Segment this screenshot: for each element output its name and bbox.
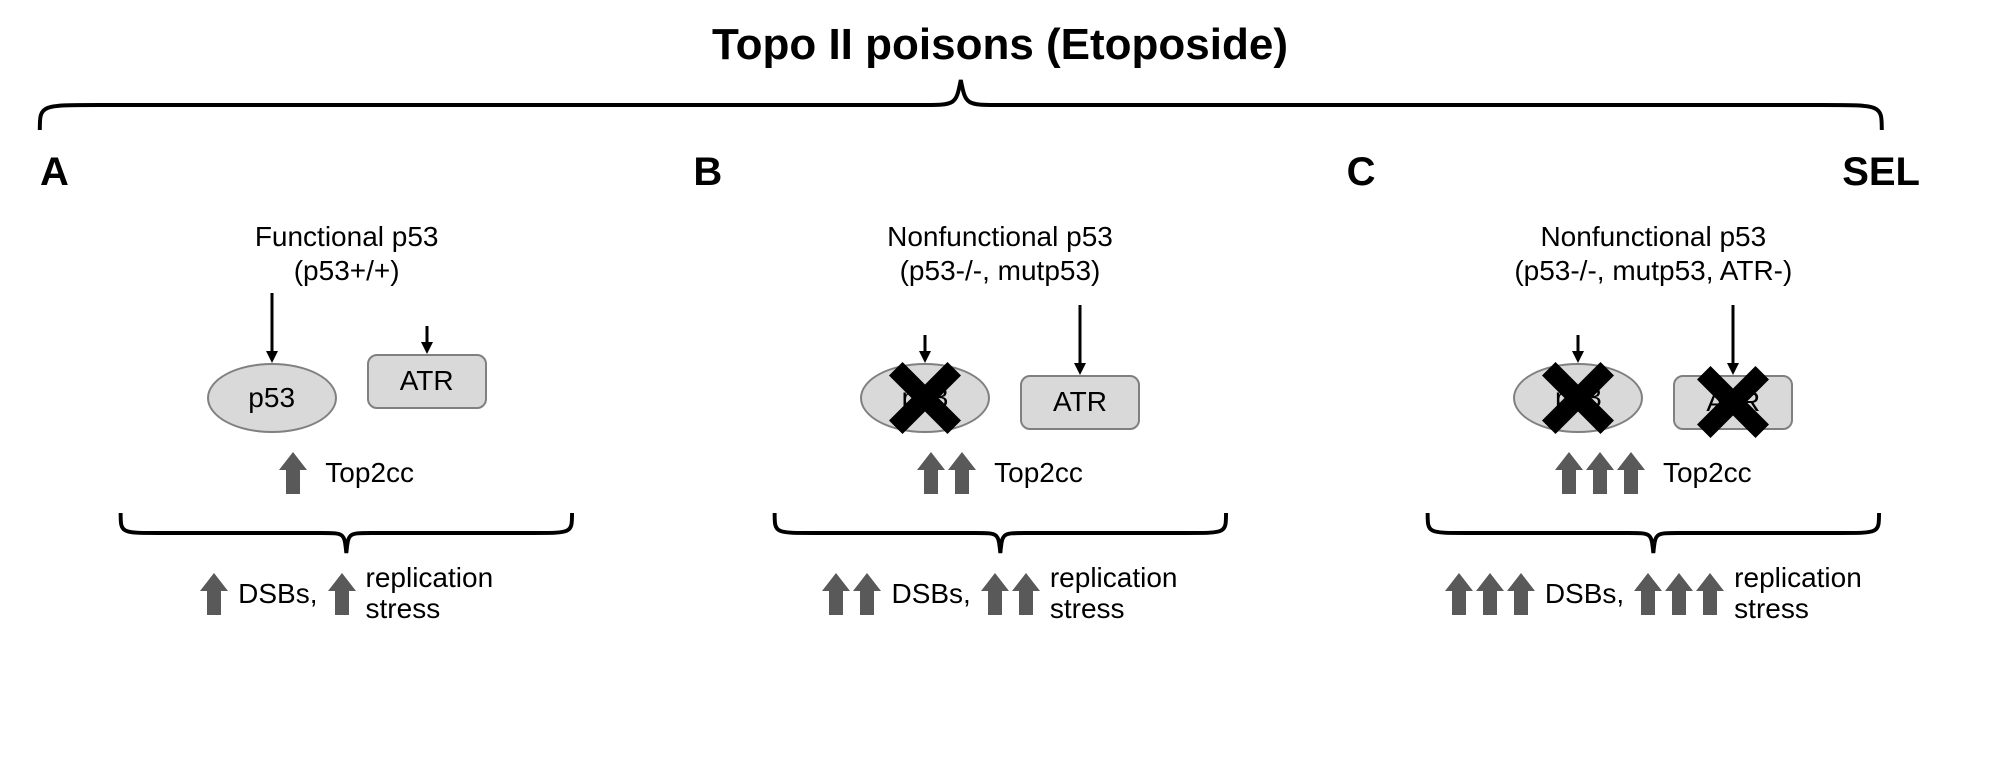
down-arrow-icon	[1571, 335, 1585, 363]
panel-a: A Functional p53(p53+/+) p53 ATR	[20, 150, 673, 625]
replication-stress-label: replicationstress	[1050, 563, 1178, 625]
bottom-row: DSBs, replicationstress	[822, 563, 1177, 625]
top2cc-row: Top2cc	[1555, 448, 1752, 498]
dsbs-label: DSBs,	[1545, 578, 1624, 610]
top2cc-row: Top2cc	[917, 448, 1083, 498]
p53-shape-wrap: p53	[1513, 363, 1643, 433]
panel-c: C SEL Nonfunctional p53(p53-/-, mutp53, …	[1327, 150, 1980, 625]
down-arrow-icon	[1726, 305, 1740, 375]
main-title: Topo II poisons (Etoposide)	[20, 20, 1980, 70]
up-fat-arrow-icon	[1634, 573, 1662, 615]
down-arrow-icon	[265, 293, 279, 363]
dsbs-label: DSBs,	[238, 578, 317, 610]
up-fat-arrow-icon	[1555, 452, 1583, 494]
up-fat-arrow-icon	[1586, 452, 1614, 494]
panel-extra-label: SEL	[1842, 150, 1920, 195]
up-fat-arrow-icon	[822, 573, 850, 615]
panel-b: B Nonfunctional p53(p53-/-, mutp53) p53	[673, 150, 1326, 625]
atr-rect: ATR	[1673, 375, 1793, 430]
bottom-row: DSBs, replicationstress	[1445, 563, 1862, 625]
top2cc-label: Top2cc	[1663, 457, 1752, 489]
p53-ellipse: p53	[1513, 363, 1643, 433]
protein-row: p53 ATR	[860, 293, 1140, 433]
fat-arrow-group	[1634, 573, 1724, 615]
mid-brace	[755, 508, 1246, 558]
fat-arrow-group	[1555, 452, 1645, 494]
diagram-root: Topo II poisons (Etoposide) A Functional…	[20, 20, 1980, 625]
p53-ellipse: p53	[207, 363, 337, 433]
protein-row: p53 ATR	[1513, 293, 1793, 433]
atr-shape-wrap: ATR	[1020, 375, 1140, 430]
atr-shape-wrap: ATR	[367, 354, 487, 409]
panel-letter: A	[40, 150, 69, 195]
fat-arrow-group	[328, 573, 356, 615]
up-fat-arrow-icon	[1507, 573, 1535, 615]
up-fat-arrow-icon	[1476, 573, 1504, 615]
top2cc-label: Top2cc	[325, 457, 414, 489]
p53-shape-wrap: p53	[207, 363, 337, 433]
panel-header: B	[693, 150, 1306, 210]
p53-wrap: p53	[207, 293, 337, 433]
up-fat-arrow-icon	[1012, 573, 1040, 615]
fat-arrow-group	[279, 452, 307, 494]
atr-wrap: ATR	[1673, 305, 1793, 430]
down-arrow-icon	[1073, 305, 1087, 375]
up-fat-arrow-icon	[1445, 573, 1473, 615]
down-arrow-icon	[420, 326, 434, 354]
panels-container: A Functional p53(p53+/+) p53 ATR	[20, 150, 1980, 625]
panel-subtitle: Nonfunctional p53(p53-/-, mutp53, ATR-)	[1514, 220, 1792, 288]
mid-brace	[101, 508, 592, 558]
up-fat-arrow-icon	[1665, 573, 1693, 615]
fat-arrow-group	[822, 573, 881, 615]
panel-header: A	[40, 150, 653, 210]
bottom-row: DSBs, replicationstress	[200, 563, 493, 625]
replication-stress-label: replicationstress	[366, 563, 494, 625]
panel-subtitle: Nonfunctional p53(p53-/-, mutp53)	[887, 220, 1113, 288]
up-fat-arrow-icon	[981, 573, 1009, 615]
down-arrow-icon	[918, 335, 932, 363]
protein-row: p53 ATR	[207, 293, 487, 433]
up-fat-arrow-icon	[917, 452, 945, 494]
mid-brace	[1408, 508, 1899, 558]
up-fat-arrow-icon	[1617, 452, 1645, 494]
p53-wrap: p53	[1513, 335, 1643, 433]
panel-subtitle: Functional p53(p53+/+)	[255, 220, 439, 288]
panel-letter: B	[693, 150, 722, 195]
up-fat-arrow-icon	[1696, 573, 1724, 615]
up-fat-arrow-icon	[200, 573, 228, 615]
panel-header: C SEL	[1347, 150, 1960, 210]
p53-wrap: p53	[860, 335, 990, 433]
atr-wrap: ATR	[1020, 305, 1140, 430]
fat-arrow-group	[981, 573, 1040, 615]
top2cc-label: Top2cc	[994, 457, 1083, 489]
panel-letter: C	[1347, 150, 1376, 195]
p53-ellipse: p53	[860, 363, 990, 433]
top2cc-row: Top2cc	[279, 448, 414, 498]
dsbs-label: DSBs,	[891, 578, 970, 610]
top-brace	[20, 75, 1902, 135]
up-fat-arrow-icon	[328, 573, 356, 615]
up-fat-arrow-icon	[853, 573, 881, 615]
p53-shape-wrap: p53	[860, 363, 990, 433]
fat-arrow-group	[917, 452, 976, 494]
atr-rect: ATR	[367, 354, 487, 409]
fat-arrow-group	[200, 573, 228, 615]
up-fat-arrow-icon	[279, 452, 307, 494]
up-fat-arrow-icon	[948, 452, 976, 494]
fat-arrow-group	[1445, 573, 1535, 615]
atr-shape-wrap: ATR	[1673, 375, 1793, 430]
replication-stress-label: replicationstress	[1734, 563, 1862, 625]
atr-rect: ATR	[1020, 375, 1140, 430]
atr-wrap: ATR	[367, 326, 487, 409]
